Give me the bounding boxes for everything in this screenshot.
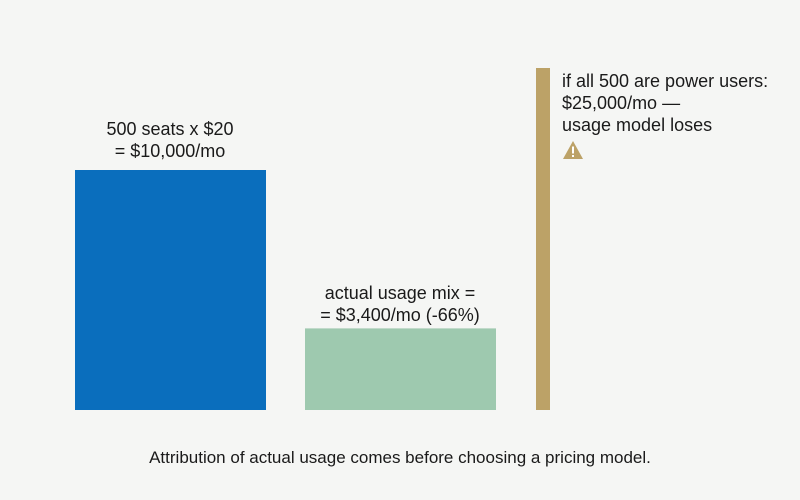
annotation-line-3: usage model loses: [562, 115, 713, 135]
bar-seat-pricing: [75, 170, 266, 410]
chart-caption: Attribution of actual usage comes before…: [149, 448, 651, 467]
bar-label-seats: 500 seats x $20 = $10,000/mo: [106, 119, 234, 161]
power-users-annotation: if all 500 are power users: $25,000/mo —…: [562, 70, 792, 160]
bar-actual-usage: [305, 328, 496, 410]
bar-label-usage: actual usage mix = = $3,400/mo (-66%): [320, 283, 480, 325]
warning-icon: [563, 141, 583, 159]
annotation-line-2: $25,000/mo —: [562, 93, 681, 113]
bar-power-users: [536, 68, 550, 410]
annotation-line-1: if all 500 are power users:: [562, 71, 769, 91]
